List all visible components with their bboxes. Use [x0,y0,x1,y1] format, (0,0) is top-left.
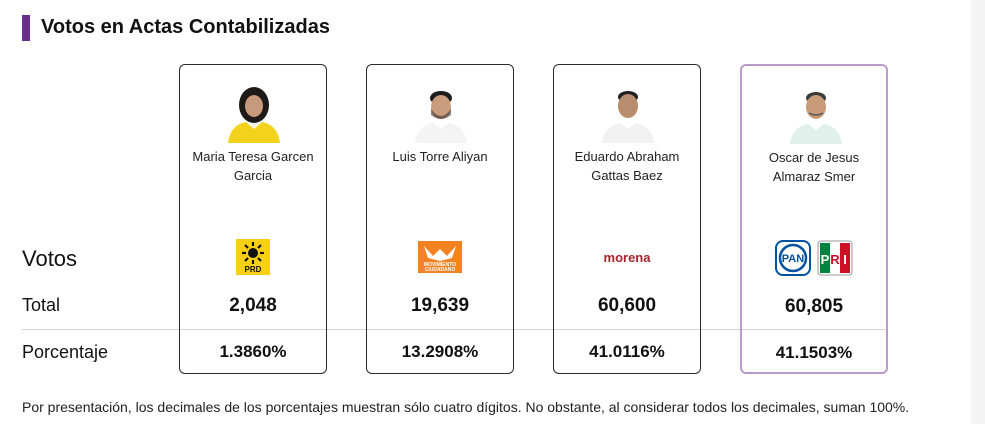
candidate-name-2: Luis Torre Aliyan [392,149,488,164]
title-accent-bar [22,15,30,41]
candidate-card-2[interactable]: Luis Torre Aliyan MOVIMIENTO CIUDADANO 1… [366,64,514,374]
candidate-name-3: Eduardo Abraham Gattas Baez [574,149,680,183]
svg-text:PAN: PAN [782,253,804,265]
candidate-card-3[interactable]: Eduardo Abraham Gattas Baez morena 60,600… [553,64,701,374]
candidate-card-4-leading[interactable]: Oscar de Jesus Almaraz Smer PAN P R I 60,… [740,64,888,374]
row-divider [22,329,888,330]
candidate-card-1[interactable]: Maria Teresa Garcen Garcia PRD 2,048 1.38… [179,64,327,374]
party-logo-prd: PRD [180,239,326,275]
pan-logo-icon: PAN [775,240,811,276]
page-right-edge [971,0,985,424]
section-title: Votos en Actas Contabilizadas [41,16,330,38]
candidate-photo-1 [228,87,280,143]
row-label-total: Total [22,295,61,315]
candidate-percentage-1: 1.3860% [219,342,287,361]
row-label-porcentaje: Porcentaje [22,342,109,362]
candidate-percentage-2: 13.2908% [401,342,479,361]
pri-logo-icon: P R I [817,240,853,276]
row-label-votos: Votos [22,246,78,271]
svg-text:P: P [821,252,830,267]
footnote: Por presentación, los decimales de los p… [22,399,910,415]
candidate-total-1: 2,048 [229,295,277,316]
candidate-percentage-3: 41.0116% [589,342,665,361]
svg-text:CIUDADANO: CIUDADANO [425,267,456,273]
candidate-total-2: 19,639 [410,295,470,316]
candidate-percentage-4: 41.1503% [775,343,853,362]
candidate-photo-3 [602,91,654,143]
candidate-photo-2 [415,91,467,143]
svg-text:I: I [843,252,847,267]
candidate-name-1: Maria Teresa Garcen Garcia [192,149,314,183]
candidate-total-4: 60,805 [784,296,844,317]
party-logo-movimiento-ciudadano: MOVIMIENTO CIUDADANO [367,239,513,275]
svg-text:PRD: PRD [245,265,262,274]
party-logos-pan-pri: PAN P R I [742,240,886,276]
candidate-photo-4 [790,92,842,144]
candidate-total-3: 60,600 [597,295,657,316]
candidate-name-4: Oscar de Jesus Almaraz Smer [768,150,860,184]
svg-text:R: R [830,252,840,267]
svg-text:MOVIMIENTO: MOVIMIENTO [424,262,456,268]
party-logo-morena: morena [603,249,651,265]
